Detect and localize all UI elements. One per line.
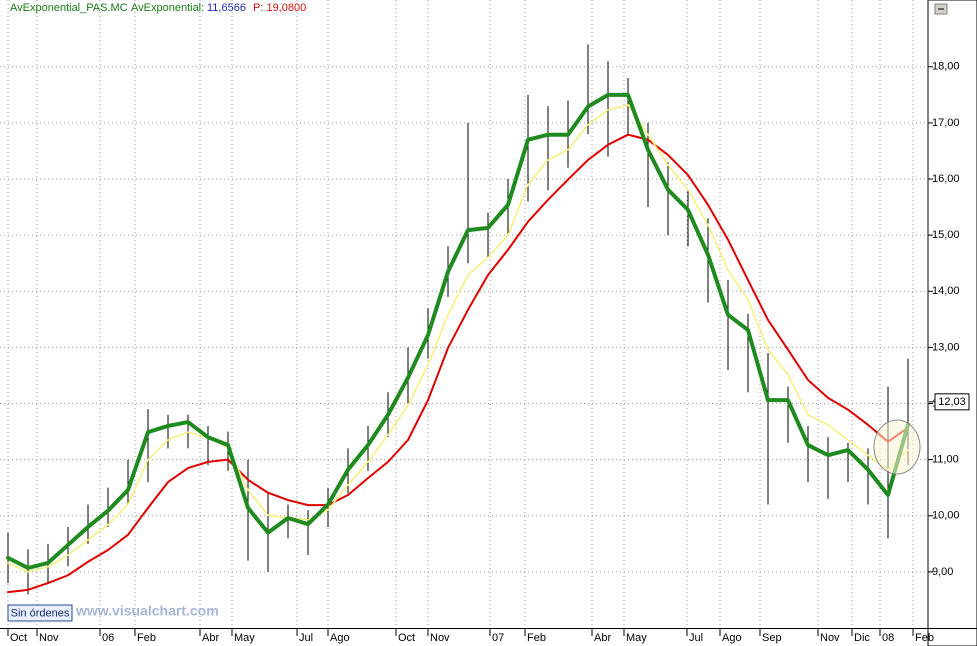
y-tick-label: 10,00 [932, 510, 960, 522]
x-tick-label: Abr [594, 632, 611, 644]
x-tick-label: 08 [882, 632, 894, 644]
x-tick-label: Nov [820, 632, 840, 644]
last-price-box [934, 393, 970, 411]
x-tick-label: Oct [398, 632, 415, 644]
moving-average-line [7, 133, 909, 594]
x-tick-label: Sep [762, 632, 782, 644]
x-tick-label: Ago [722, 632, 742, 644]
moving-average-line [7, 104, 909, 573]
y-tick-label: 16,00 [932, 173, 960, 185]
x-tick-label: 06 [102, 632, 114, 644]
x-tick-label: Nov [430, 632, 450, 644]
y-tick-label: 18,00 [932, 61, 960, 73]
y-tick-label: 15,00 [932, 229, 960, 241]
y-tick-label: 11,00 [932, 454, 959, 466]
x-tick-label: Jul [299, 632, 313, 644]
x-tick-label: May [626, 632, 647, 644]
x-tick-label: Dic [854, 632, 870, 644]
moving-average-line [6, 92, 910, 570]
y-tick-label: 13,00 [932, 341, 960, 353]
header-value: 11,6566 [207, 2, 246, 14]
x-tick-label: Nov [39, 632, 59, 644]
y-tick-label: 17,00 [932, 117, 960, 129]
header-price: P: 19,0800 [253, 2, 306, 14]
x-tick-label: 07 [492, 632, 504, 644]
y-axis-panel [927, 0, 977, 646]
header-indicator: AvExponential: [131, 2, 204, 14]
last-price-label: 12,03 [938, 396, 966, 408]
plot-area [0, 0, 928, 628]
annotation-circle [873, 419, 921, 475]
orders-label: Sin órdenes [11, 607, 70, 619]
x-tick-label: Feb [915, 632, 934, 644]
header-symbol: AvExponential_PAS.MC [10, 2, 128, 14]
x-tick-label: Feb [137, 632, 156, 644]
watermark: www.visualchart.com [75, 603, 219, 619]
orders-box[interactable] [7, 604, 73, 622]
y-tick-label: 14,00 [932, 285, 960, 297]
x-tick-label: Jul [689, 632, 703, 644]
x-tick-label: Abr [202, 632, 219, 644]
y-tick-label: 9,00 [932, 566, 953, 578]
x-tick-label: Ago [330, 632, 350, 644]
x-tick-label: Feb [527, 632, 546, 644]
x-tick-label: May [234, 632, 255, 644]
x-tick-label: Oct [10, 632, 27, 644]
